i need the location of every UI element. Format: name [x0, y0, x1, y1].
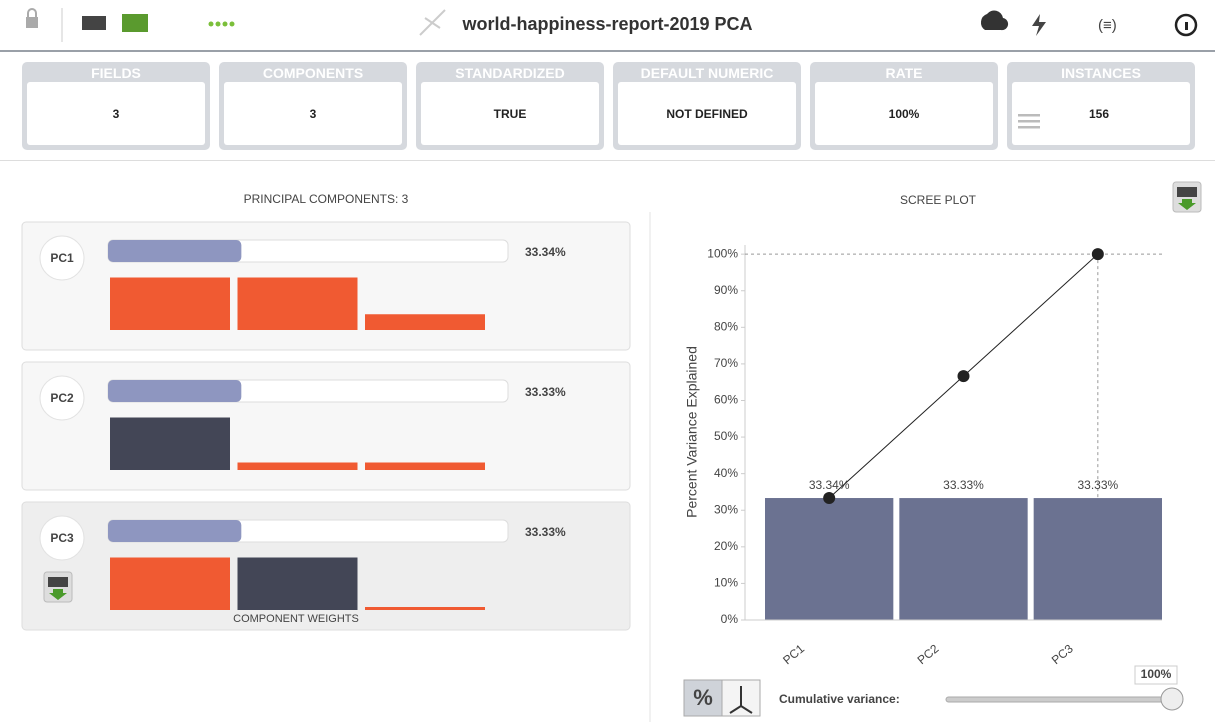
component-name: PC1 [50, 251, 74, 265]
weight-bar [110, 277, 230, 330]
info-icon[interactable] [1174, 13, 1198, 37]
summary-label: RATE [885, 65, 923, 81]
summary-card: FIELDS 3 [22, 62, 210, 150]
weight-bar [365, 314, 485, 330]
percent-label: 33.33% [525, 525, 566, 539]
percent-bar [108, 520, 242, 542]
action-icon[interactable] [1032, 14, 1046, 36]
toggle-percent[interactable] [683, 679, 723, 717]
summary-value: TRUE [421, 82, 599, 145]
summary-value: 156 [1012, 82, 1190, 145]
bar [765, 498, 894, 620]
png-button[interactable] [43, 571, 73, 603]
page-title: world-happiness-report-2019 PCA [462, 14, 753, 34]
dots-icon[interactable] [208, 21, 235, 27]
summary-label: INSTANCES [1061, 65, 1141, 81]
y-tick-label: 60% [714, 393, 738, 407]
pca-icon [419, 9, 446, 36]
bar-label: 33.33% [1077, 478, 1118, 492]
tree-icon[interactable] [82, 16, 106, 30]
toolbar: (≡) world-happiness-report-2019 PCA [0, 0, 1215, 52]
weight-bar [237, 462, 358, 470]
download-icon[interactable] [980, 10, 1009, 31]
weight-bar [365, 462, 485, 470]
summary-value: 3 [224, 82, 402, 145]
bar-label: 33.33% [943, 478, 984, 492]
summary-value: NOT DEFINED [618, 82, 796, 145]
summary-label: FIELDS [91, 65, 141, 81]
weight-bar [110, 557, 230, 610]
model-icon[interactable] [122, 14, 148, 32]
summary-card: INSTANCES 156 [1007, 62, 1195, 150]
percent-label: 33.34% [525, 245, 566, 259]
x-tick-label: PC3 [1049, 641, 1076, 667]
component-badge [39, 375, 85, 421]
cumulative-point [823, 492, 836, 505]
slider-track [945, 696, 1173, 703]
y-tick-label: 100% [707, 246, 738, 260]
formula-icon[interactable]: (≡) [1098, 17, 1117, 34]
component-badge [39, 515, 85, 561]
y-axis-label: Percent Variance Explained [684, 346, 700, 518]
weight-bar [237, 557, 358, 610]
summary-card: STANDARDIZED TRUE [416, 62, 604, 150]
slider-label: Cumulative variance: [779, 692, 900, 706]
percent-bar [108, 240, 242, 262]
y-tick-label: 80% [714, 319, 738, 333]
y-tick-label: 70% [714, 356, 738, 370]
slider-value-box [1134, 665, 1178, 685]
list-icon [1018, 114, 1040, 129]
component-name: PC3 [50, 531, 74, 545]
toolbar-icons: (≡) [26, 8, 1198, 42]
y-tick-label: 20% [714, 539, 738, 553]
cumulative-point [1091, 248, 1104, 261]
weights-caption: COMPONENT WEIGHTS [233, 613, 359, 625]
x-tick-label: PC1 [780, 641, 807, 667]
section-title: PRINCIPAL COMPONENTS: 3 [244, 192, 409, 206]
lock-icon[interactable] [26, 17, 38, 28]
summary-label: STANDARDIZED [455, 65, 565, 81]
weight-bar [365, 607, 485, 610]
y-tick-label: 0% [721, 612, 739, 626]
bar [1033, 498, 1162, 620]
y-tick-label: 40% [714, 466, 738, 480]
y-tick-label: 50% [714, 429, 738, 443]
y-tick-label: 90% [714, 283, 738, 297]
y-tick-label: 10% [714, 576, 738, 590]
summary-label: DEFAULT NUMERIC [640, 65, 774, 81]
summary-value: 100% [815, 82, 993, 145]
y-tick-label: 30% [714, 502, 738, 516]
percent-bar [108, 380, 242, 402]
summary-value: 3 [27, 82, 205, 145]
summary-label: COMPONENTS [262, 65, 364, 81]
component-name: PC2 [50, 391, 74, 405]
lock-shackle [27, 8, 37, 17]
info-icon-stem [1185, 22, 1188, 30]
slider-value: 100% [1141, 667, 1172, 681]
component-badge [39, 235, 85, 281]
summary-card: DEFAULT NUMERIC NOT DEFINED [613, 62, 801, 150]
chart-title: SCREE PLOT [900, 193, 977, 207]
toggle-percent-label: % [693, 685, 713, 710]
summary-card: RATE 100% [810, 62, 998, 150]
summary-card: COMPONENTS 3 [219, 62, 407, 150]
slider-knob[interactable] [1160, 687, 1184, 711]
png-button[interactable] [1172, 181, 1202, 213]
weight-bar [237, 277, 358, 330]
x-tick-label: PC2 [915, 641, 942, 667]
weight-bar [110, 417, 230, 470]
bar [899, 498, 1028, 620]
cumulative-point [957, 370, 970, 383]
axes-icon [729, 686, 753, 714]
percent-label: 33.33% [525, 385, 566, 399]
divider [0, 160, 1215, 161]
